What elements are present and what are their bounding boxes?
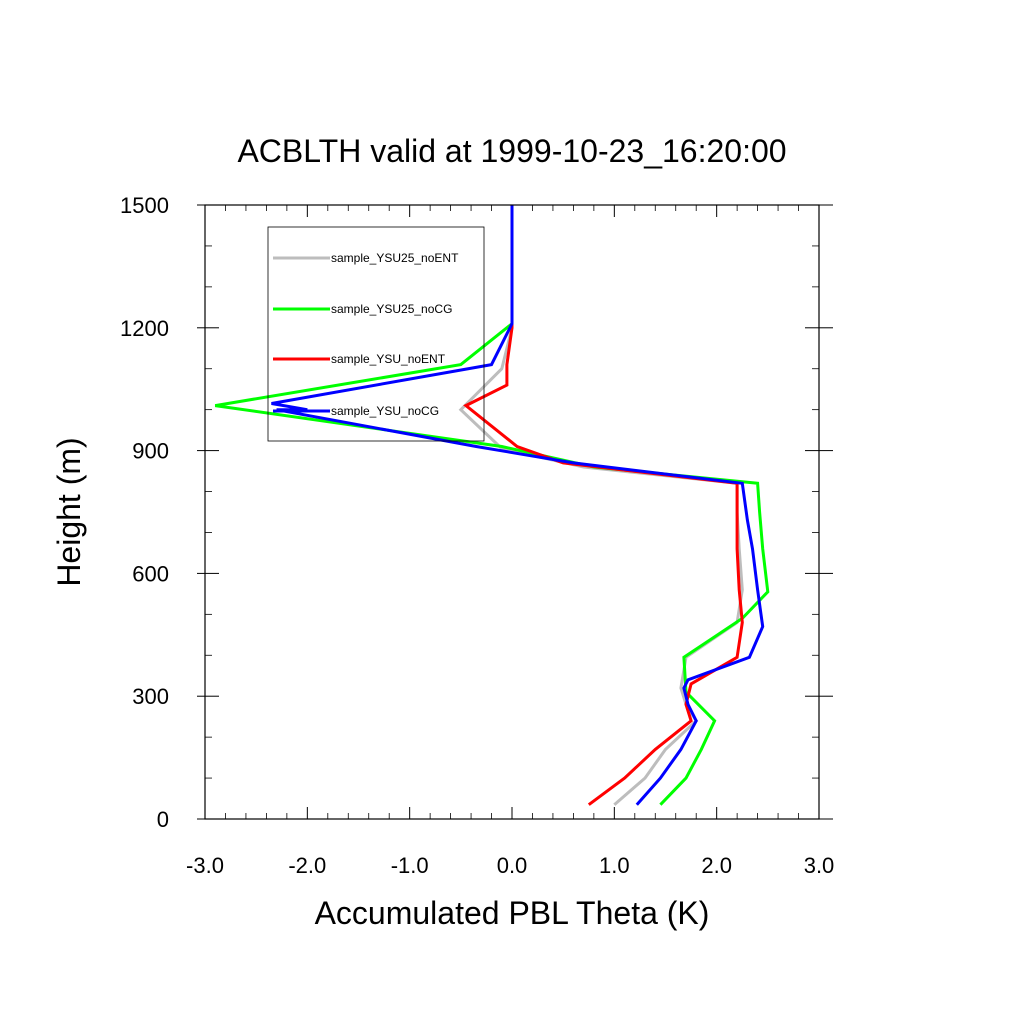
plot-area: sample_YSU25_noENT sample_YSU25_noCGsampl… (197, 204, 833, 820)
y-tick-label: 0 (157, 807, 169, 832)
x-tick-label: 1.0 (599, 853, 630, 878)
x-tick-label: -2.0 (288, 853, 326, 878)
x-tick-label: 3.0 (804, 853, 835, 878)
chart-title: ACBLTH valid at 1999-10-23_16:20:00 (237, 133, 786, 169)
x-tick-label: -1.0 (391, 853, 429, 878)
axis-ticks (197, 204, 833, 820)
legend-label: sample_YSU_noCG (331, 404, 439, 418)
y-tick-label: 1200 (120, 316, 169, 341)
x-tick-label: 0.0 (497, 853, 528, 878)
series-line-sample_YSU25_noCG (214, 205, 770, 806)
x-tick-label: -3.0 (186, 853, 224, 878)
y-tick-label: 1500 (120, 193, 169, 218)
legend-label: sample_YSU_noENT (331, 352, 446, 366)
x-axis-label: Accumulated PBL Theta (K) (315, 895, 710, 931)
legend-label: sample_YSU25_noENT (331, 251, 459, 265)
series-line-sample_YSU_noCG (271, 205, 765, 806)
y-tick-label: 600 (132, 561, 169, 586)
y-tick-label: 900 (132, 439, 169, 464)
series-lines (214, 205, 770, 806)
tick-labels: -3.0 -2.0 -1.0 0.0 1.0 2.0 3.0 0 300 600 900 1200 15… (120, 193, 834, 878)
legend-label: sample_YSU25_noCG (331, 302, 452, 316)
plot-frame (204, 204, 820, 820)
y-axis-label: Height (m) (51, 437, 87, 586)
x-tick-label: 2.0 (701, 853, 732, 878)
y-tick-label: 300 (132, 684, 169, 709)
legend: sample_YSU25_noENT sample_YSU25_noCGsampl… (267, 226, 485, 442)
series-line-sample_YSU_noENT (463, 205, 744, 806)
legend-box (267, 226, 485, 442)
